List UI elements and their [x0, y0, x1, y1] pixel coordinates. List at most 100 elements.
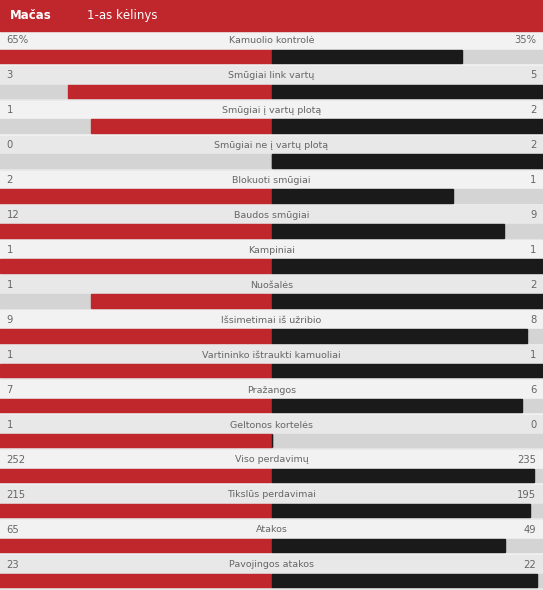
Bar — [0, 434, 272, 447]
Bar — [0, 205, 543, 241]
Bar — [0, 50, 272, 63]
Bar — [0, 259, 543, 273]
Bar — [0, 574, 272, 587]
Text: Kampiniai: Kampiniai — [248, 245, 295, 255]
Bar — [0, 399, 543, 412]
Text: 9: 9 — [530, 210, 536, 220]
Text: 195: 195 — [517, 490, 536, 500]
Bar — [272, 364, 543, 378]
Text: 1: 1 — [7, 106, 13, 116]
Bar — [91, 119, 272, 133]
Bar — [0, 171, 543, 205]
Bar — [0, 415, 543, 450]
Bar — [0, 555, 543, 590]
Bar — [272, 259, 543, 273]
Bar — [272, 84, 543, 98]
Bar — [272, 574, 537, 587]
Text: 5: 5 — [530, 70, 536, 80]
Text: 1: 1 — [7, 420, 13, 430]
Bar — [91, 294, 272, 307]
Bar — [0, 574, 543, 587]
Text: 2: 2 — [530, 140, 536, 150]
Bar — [0, 136, 543, 171]
Bar — [0, 345, 543, 381]
Text: 22: 22 — [524, 560, 536, 570]
Bar — [0, 119, 543, 133]
Bar — [0, 469, 272, 483]
Text: 0: 0 — [530, 420, 536, 430]
Bar — [0, 310, 543, 345]
Bar — [0, 0, 543, 31]
Text: 1: 1 — [530, 350, 536, 360]
Bar — [0, 31, 543, 65]
Text: 8: 8 — [530, 315, 536, 325]
Bar — [272, 399, 522, 412]
Text: 9: 9 — [7, 315, 13, 325]
Bar — [272, 50, 462, 63]
Text: Pavojingos atakos: Pavojingos atakos — [229, 560, 314, 569]
Text: 215: 215 — [7, 490, 26, 500]
Text: Vartininko ištraukti kamuoliai: Vartininko ištraukti kamuoliai — [202, 350, 341, 359]
Bar — [0, 259, 272, 273]
Text: 0: 0 — [7, 140, 13, 150]
Text: 1-as kėlinys: 1-as kėlinys — [87, 9, 157, 22]
Bar — [0, 276, 543, 310]
Bar — [0, 469, 543, 483]
Text: 252: 252 — [7, 455, 26, 465]
Text: 49: 49 — [524, 525, 536, 535]
Text: Viso perdavimų: Viso perdavimų — [235, 455, 308, 464]
Text: 235: 235 — [517, 455, 536, 465]
Bar — [0, 84, 543, 98]
Text: 1: 1 — [530, 245, 536, 255]
Bar — [68, 84, 272, 98]
Bar — [0, 485, 543, 520]
Bar — [272, 539, 505, 552]
Bar — [272, 294, 543, 307]
Bar — [272, 504, 530, 517]
Text: Nuošalės: Nuošalės — [250, 281, 293, 290]
Bar — [0, 539, 543, 552]
Text: 65: 65 — [7, 525, 19, 535]
Bar — [0, 189, 272, 203]
Text: Smūgiai ne į vartų plotą: Smūgiai ne į vartų plotą — [214, 141, 329, 150]
Text: Blokuoti smūgiai: Blokuoti smūgiai — [232, 176, 311, 185]
Bar — [0, 101, 543, 136]
Bar — [272, 224, 504, 238]
Text: 1: 1 — [7, 280, 13, 290]
Bar — [272, 329, 527, 343]
Text: Atakos: Atakos — [256, 525, 287, 535]
Bar — [0, 155, 543, 168]
Text: 6: 6 — [530, 385, 536, 395]
Bar — [0, 434, 543, 447]
Bar — [0, 241, 543, 276]
Text: 3: 3 — [7, 70, 13, 80]
Text: 2: 2 — [7, 175, 13, 185]
Bar — [0, 50, 543, 63]
Bar — [272, 155, 543, 168]
Text: 23: 23 — [7, 560, 19, 570]
Text: 2: 2 — [530, 106, 536, 116]
Bar — [0, 520, 543, 555]
Bar — [0, 504, 272, 517]
Bar — [0, 381, 543, 415]
Text: Kamuolio kontrolė: Kamuolio kontrolė — [229, 36, 314, 45]
Text: 1: 1 — [7, 350, 13, 360]
Text: 12: 12 — [7, 210, 19, 220]
Text: 35%: 35% — [514, 35, 536, 45]
Bar — [272, 189, 452, 203]
Bar — [0, 224, 272, 238]
Bar — [0, 65, 543, 101]
Bar — [0, 189, 543, 203]
Bar — [0, 329, 272, 343]
Text: Smūgiai į vartų plotą: Smūgiai į vartų plotą — [222, 106, 321, 115]
Bar — [0, 329, 543, 343]
Text: Pražangos: Pražangos — [247, 385, 296, 395]
Text: 1: 1 — [530, 175, 536, 185]
Text: 2: 2 — [530, 280, 536, 290]
Text: Mačas: Mačas — [10, 9, 52, 22]
Text: 65%: 65% — [7, 35, 29, 45]
Text: Smūgiai link vartų: Smūgiai link vartų — [228, 71, 315, 80]
Bar — [0, 450, 543, 485]
Text: 7: 7 — [7, 385, 13, 395]
Bar — [0, 539, 272, 552]
